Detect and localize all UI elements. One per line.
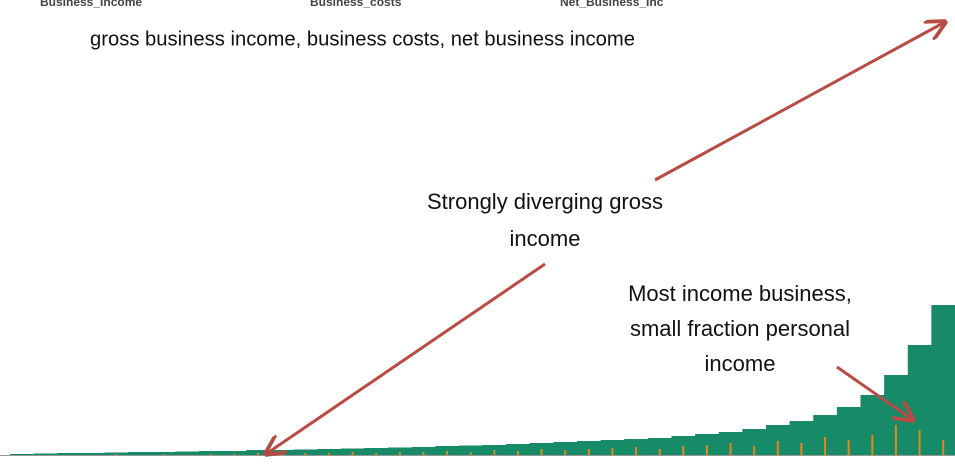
annotation: Strongly diverging gross bbox=[427, 189, 663, 214]
bar bbox=[364, 448, 389, 455]
spike bbox=[540, 449, 543, 455]
bar bbox=[175, 451, 200, 455]
spike bbox=[753, 446, 756, 455]
spike bbox=[446, 451, 449, 455]
spike bbox=[658, 449, 661, 455]
bar bbox=[317, 449, 342, 455]
plot-area bbox=[10, 305, 955, 455]
bar bbox=[411, 447, 436, 455]
bar bbox=[246, 450, 271, 455]
spike bbox=[942, 440, 945, 455]
bar bbox=[388, 447, 413, 455]
bar bbox=[151, 452, 176, 455]
spike bbox=[847, 440, 850, 455]
arrow bbox=[654, 22, 945, 182]
bar bbox=[506, 444, 531, 455]
spike bbox=[729, 443, 732, 455]
column-header: Business_costs bbox=[310, 0, 402, 9]
bar bbox=[553, 442, 578, 455]
bar bbox=[695, 434, 720, 455]
bar bbox=[435, 446, 460, 455]
spike bbox=[257, 453, 260, 455]
spike bbox=[115, 454, 118, 455]
spike bbox=[682, 446, 685, 455]
annotation: income bbox=[510, 226, 581, 251]
bar bbox=[647, 438, 672, 455]
bar bbox=[931, 305, 955, 455]
arrow bbox=[836, 365, 913, 420]
spike bbox=[469, 452, 472, 455]
bar bbox=[293, 449, 318, 455]
spike bbox=[587, 449, 590, 455]
arrow bbox=[266, 262, 546, 454]
bar bbox=[128, 452, 153, 455]
spike bbox=[209, 454, 212, 455]
spike bbox=[233, 454, 236, 455]
spike bbox=[705, 445, 708, 455]
bar bbox=[80, 453, 105, 455]
spike bbox=[824, 437, 827, 455]
spike bbox=[918, 430, 921, 455]
spike bbox=[564, 450, 567, 455]
spike bbox=[304, 453, 307, 455]
spike bbox=[280, 454, 283, 455]
spike bbox=[351, 452, 354, 455]
bar bbox=[10, 454, 35, 455]
annotation: income bbox=[705, 351, 776, 376]
spike bbox=[894, 425, 897, 455]
bar bbox=[600, 440, 625, 455]
spike bbox=[493, 450, 496, 455]
bar bbox=[671, 436, 696, 455]
bar bbox=[199, 451, 224, 455]
spike bbox=[162, 454, 165, 455]
spike bbox=[611, 448, 614, 455]
spike bbox=[327, 453, 330, 455]
bar bbox=[33, 453, 58, 455]
spike bbox=[800, 443, 803, 455]
spike bbox=[776, 441, 779, 455]
bar bbox=[104, 452, 129, 455]
spike bbox=[635, 447, 638, 455]
arrows bbox=[266, 22, 945, 454]
column-header: Net_Business_Inc bbox=[560, 0, 664, 9]
bar bbox=[340, 448, 365, 455]
bar bbox=[57, 453, 82, 455]
spike bbox=[398, 452, 401, 455]
chart-title: gross business income, business costs, n… bbox=[90, 28, 635, 50]
bar bbox=[458, 445, 483, 455]
bar bbox=[222, 451, 247, 455]
annotation: Most income business, bbox=[628, 281, 852, 306]
annotations: Strongly diverging gross income Most incom… bbox=[427, 189, 852, 376]
spike bbox=[422, 452, 425, 455]
spike bbox=[516, 451, 519, 455]
spike bbox=[375, 453, 378, 455]
spike bbox=[871, 435, 874, 455]
annotation: small fraction personal bbox=[630, 316, 850, 341]
bar bbox=[577, 441, 602, 455]
column-header: Business_Income bbox=[40, 0, 142, 9]
